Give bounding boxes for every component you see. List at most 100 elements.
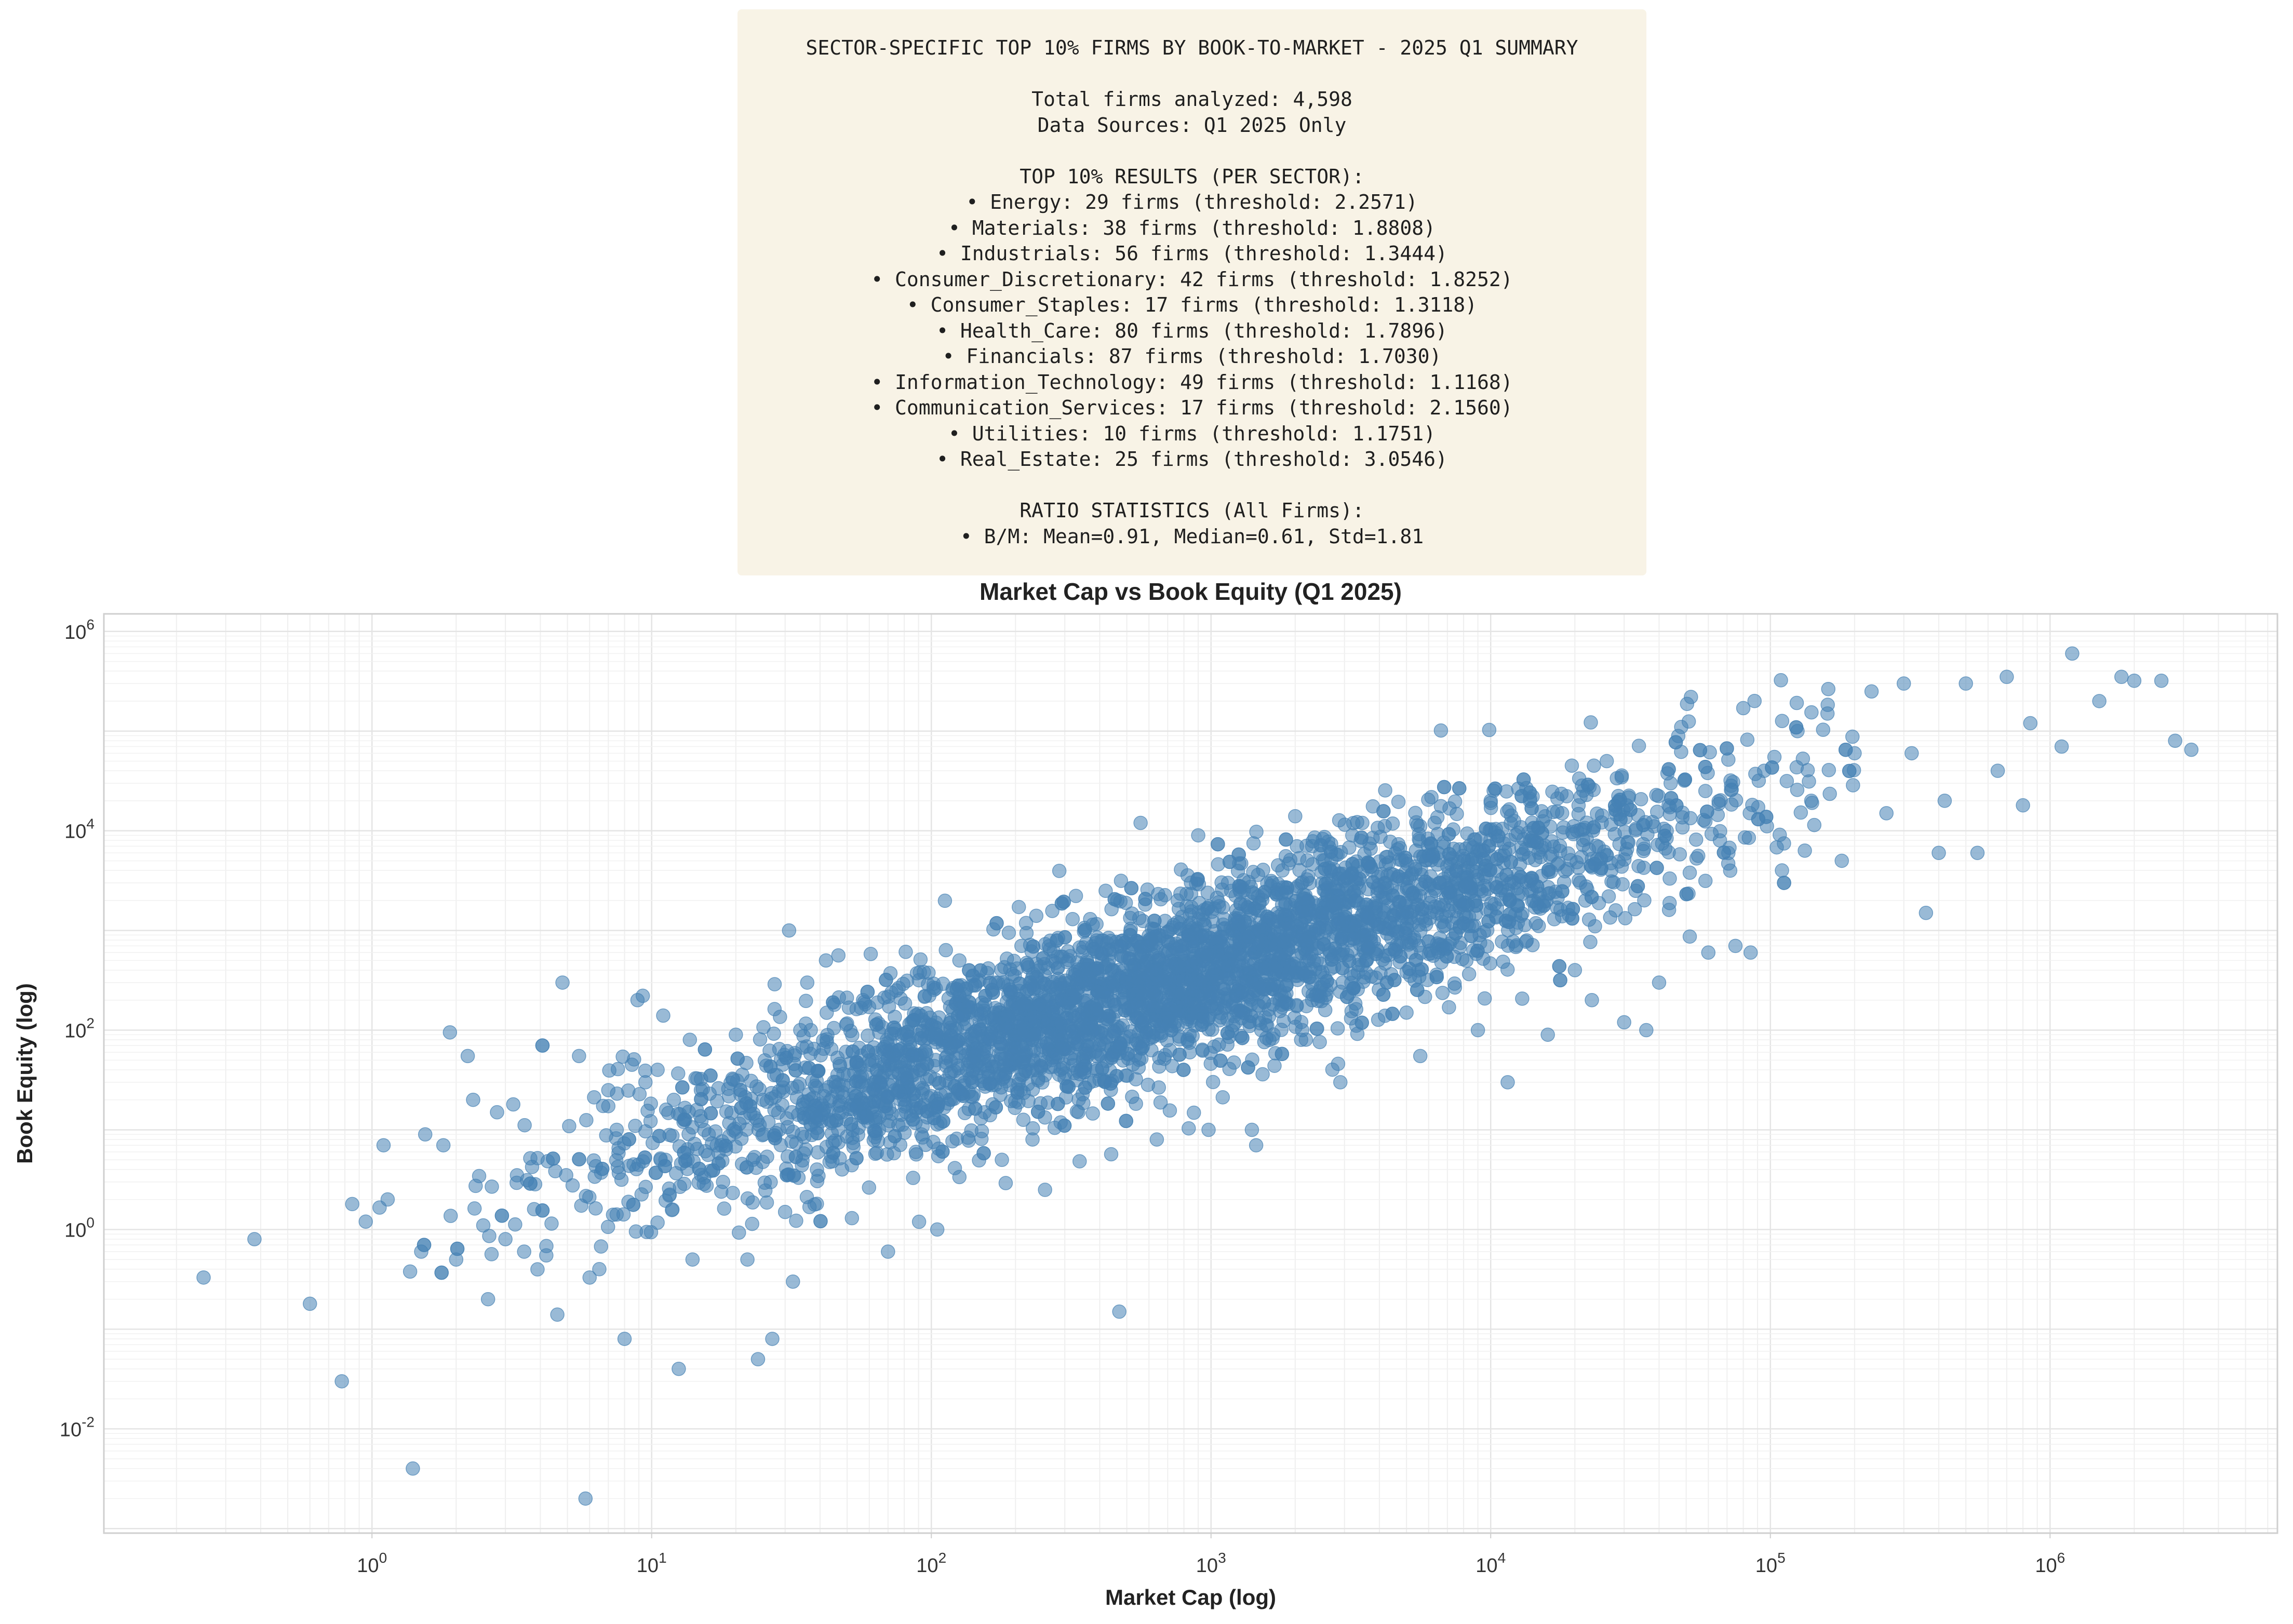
data-point (1500, 1075, 1515, 1090)
data-point (434, 1265, 449, 1280)
data-point (918, 1015, 932, 1030)
data-point (1025, 1132, 1040, 1147)
data-point (1253, 980, 1268, 995)
data-point (1079, 1046, 1094, 1061)
data-point (731, 1225, 746, 1240)
data-point (856, 993, 870, 1008)
data-point (1657, 828, 1672, 843)
data-point (957, 1007, 971, 1022)
data-point (1124, 881, 1139, 895)
data-point (1147, 914, 1162, 928)
data-point (711, 1156, 726, 1171)
data-point (1346, 931, 1361, 946)
data-point (1385, 816, 1400, 831)
data-point (1261, 938, 1276, 954)
data-point (1919, 906, 1934, 920)
tick-label: 102 (916, 1550, 946, 1577)
data-point (1233, 896, 1248, 911)
tick-label: 106 (64, 616, 95, 643)
data-point (1427, 815, 1442, 830)
data-point (1608, 802, 1623, 817)
data-point (509, 1168, 525, 1183)
data-point (1215, 1090, 1230, 1105)
data-point (1249, 1138, 1264, 1152)
data-point (1442, 1000, 1456, 1015)
data-point (745, 1216, 759, 1231)
data-point (1588, 919, 1602, 934)
tick-label: 105 (1755, 1550, 1786, 1577)
data-point (1405, 886, 1420, 901)
data-point (1441, 827, 1456, 841)
data-point (1068, 990, 1082, 1005)
data-point (977, 1105, 992, 1120)
data-point (1359, 953, 1374, 968)
y-axis-label: Book Equity (log) (12, 983, 37, 1164)
data-point (1068, 889, 1083, 903)
data-point (1463, 838, 1478, 853)
data-point (1775, 714, 1790, 728)
data-point (1378, 956, 1392, 971)
data-point (508, 1217, 522, 1232)
data-point (578, 1491, 593, 1506)
data-point (638, 1075, 653, 1090)
data-point (1169, 960, 1184, 974)
data-point (1424, 889, 1439, 904)
data-point (1507, 814, 1522, 828)
data-point (761, 1115, 776, 1130)
data-point (1804, 705, 1819, 720)
data-point (624, 1057, 639, 1072)
data-point (1162, 1103, 1177, 1118)
data-point (1371, 1012, 1386, 1027)
data-point (467, 1201, 482, 1216)
data-point (1589, 838, 1604, 853)
data-point (1309, 1022, 1324, 1036)
data-point (790, 1079, 805, 1094)
data-point (1279, 832, 1293, 847)
data-point (1229, 989, 1243, 1003)
data-point (1580, 777, 1595, 792)
data-point (1050, 961, 1065, 975)
data-point (1410, 983, 1425, 997)
data-point (699, 1178, 714, 1193)
data-point (701, 1127, 716, 1142)
data-point (1610, 771, 1624, 786)
data-point (1331, 871, 1346, 886)
data-point (1280, 916, 1295, 931)
data-point (1429, 970, 1444, 985)
data-point (830, 1085, 845, 1100)
data-point (1399, 1005, 1414, 1020)
data-point (436, 1138, 451, 1152)
data-point (1279, 885, 1294, 900)
data-point (1186, 1105, 1201, 1120)
data-point (809, 1110, 824, 1125)
data-point (768, 1089, 783, 1104)
data-point (1432, 876, 1447, 890)
data-point (1728, 938, 1743, 954)
data-point (900, 1025, 915, 1039)
data-point (1421, 793, 1436, 807)
data-point (1376, 987, 1391, 1002)
sector-line-utilities: • Utilities: 10 firms (threshold: 1.1751… (948, 422, 1436, 445)
data-point (1637, 893, 1652, 908)
data-point (1154, 892, 1168, 907)
data-point (1790, 723, 1805, 739)
data-point (643, 1225, 659, 1240)
data-point (1133, 815, 1148, 830)
data-point (1174, 986, 1189, 1001)
data-point (998, 1176, 1013, 1190)
data-point (767, 1103, 782, 1117)
data-point (977, 1058, 993, 1073)
data-point (1037, 976, 1052, 991)
data-point (1679, 887, 1694, 902)
data-point (869, 1017, 884, 1032)
data-point (1675, 820, 1690, 835)
data-point (1618, 911, 1633, 925)
data-point (1149, 1132, 1164, 1147)
data-point (1536, 898, 1551, 913)
data-point (676, 1115, 691, 1130)
chart-title: Market Cap vs Book Equity (Q1 2025) (980, 578, 1402, 605)
data-point (562, 1119, 576, 1134)
data-point (1418, 874, 1433, 889)
data-point (777, 1204, 793, 1219)
data-point (1076, 1096, 1091, 1110)
